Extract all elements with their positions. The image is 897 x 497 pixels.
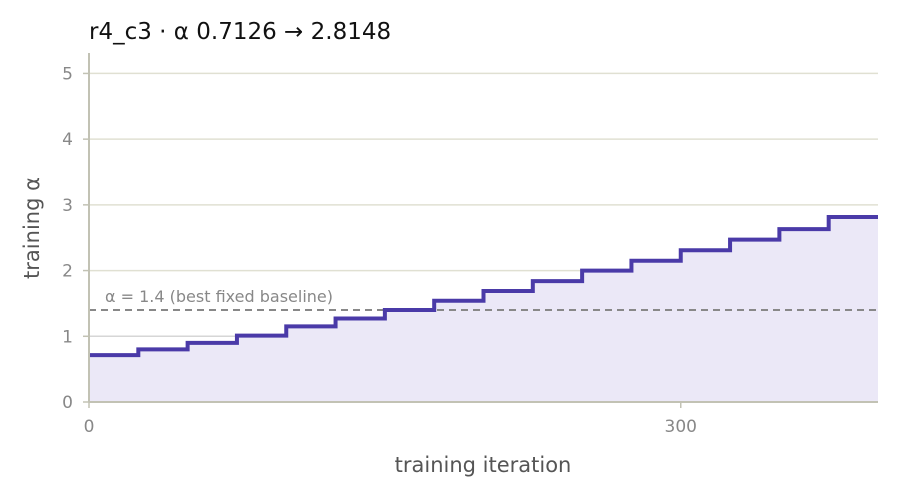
y-tick-label: 3 bbox=[62, 196, 73, 216]
y-axis-label: training α bbox=[20, 177, 44, 279]
y-tick-label: 5 bbox=[62, 64, 73, 84]
y-tick-label: 0 bbox=[62, 393, 73, 413]
x-axis-label: training iteration bbox=[395, 453, 572, 477]
x-ticks: 0 300 bbox=[84, 402, 697, 437]
y-tick-label: 4 bbox=[62, 130, 73, 150]
x-tick-label: 300 bbox=[665, 417, 697, 437]
chart-title: r4_c3 · α 0.7126 → 2.8148 bbox=[89, 19, 391, 45]
series-line bbox=[89, 215, 878, 358]
reference-label: α = 1.4 (best fixed baseline) bbox=[105, 287, 333, 306]
y-tick-label: 2 bbox=[62, 262, 73, 282]
area-fill bbox=[89, 217, 878, 402]
y-tick-label: 1 bbox=[62, 327, 73, 347]
y-ticks: 0 1 2 3 4 5 bbox=[62, 64, 89, 413]
x-tick-label: 0 bbox=[84, 417, 95, 437]
